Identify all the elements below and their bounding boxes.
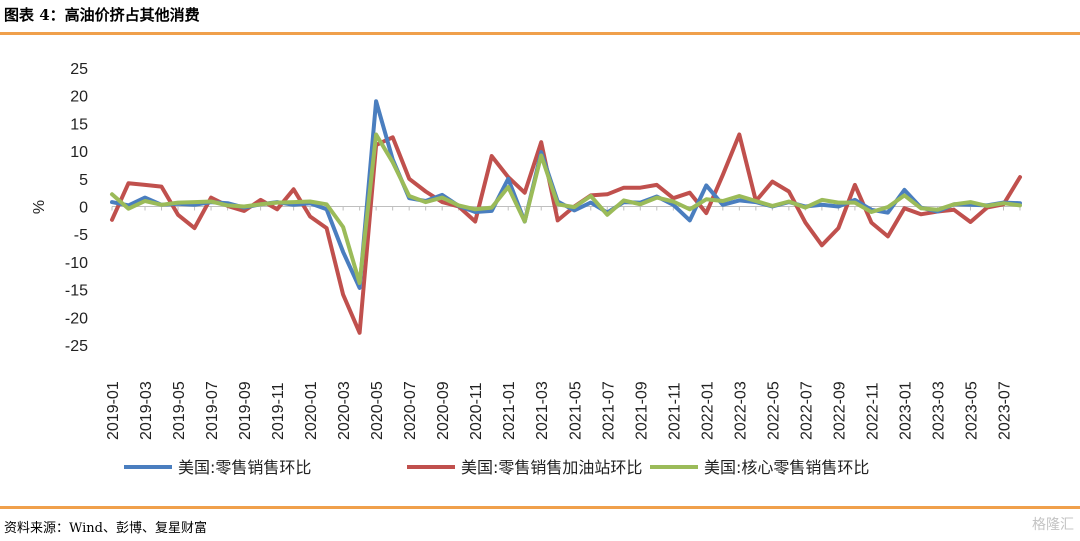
y-tick-label: 15 [70,116,88,133]
x-tick-label: 2020-01 [303,381,320,440]
x-tick-label: 2023-05 [963,381,980,440]
y-tick-label: -20 [65,310,88,327]
y-tick-label: -10 [65,255,88,272]
x-tick-label: 2019-01 [105,381,122,440]
x-tick-label: 2023-03 [930,381,947,440]
x-tick-label: 2022-11 [864,382,881,440]
figure-title: 图表 4：高油价挤占其他消费 [4,6,200,24]
x-tick-label: 2020-05 [369,381,386,440]
x-tick-label: 2019-09 [237,381,254,440]
series-line-2 [110,132,1022,285]
y-tick-label: -15 [65,283,88,300]
y-tick-label: 25 [70,61,88,78]
x-tick-label: 2021-03 [534,381,551,440]
x-tick-label: 2022-03 [732,381,749,440]
x-tick-label: 2022-05 [765,381,782,440]
y-tick-label: 10 [70,144,88,161]
x-tick-label: 2019-03 [138,381,155,440]
x-tick-label: 2023-01 [897,381,914,440]
y-tick-label: 5 [79,172,88,189]
watermark-logo: 格隆汇 [1032,517,1074,533]
x-tick-label: 2021-01 [501,381,518,440]
legend: 美国:零售销售环比 美国:零售销售加油站环比 美国:核心零售销售环比 [124,458,869,477]
x-axis-tick-labels: 2019-01 2019-03 2019-05 2019-07 2019-09 2019-… [105,381,1013,440]
top-divider [0,32,1080,35]
y-tick-label: -5 [74,227,88,244]
source-note: 资料来源：Wind、彭博、复星财富 [4,521,207,536]
x-tick-label: 2020-07 [402,381,419,440]
x-tick-label: 2019-11 [270,382,287,440]
y-tick-label: 0 [79,200,88,217]
series-line-1 [110,132,1022,335]
x-tick-label: 2019-07 [204,381,221,440]
y-tick-label: 20 [70,89,88,106]
x-tick-label: 2021-09 [633,381,650,440]
x-tick-label: 2020-09 [435,381,452,440]
series-line-0 [110,99,1022,290]
y-axis-title: % [31,200,48,214]
x-tick-label: 2021-07 [600,381,617,440]
x-tick-label: 2019-05 [171,381,188,440]
x-tick-label: 2021-11 [666,382,683,440]
x-tick-label: 2022-07 [798,381,815,440]
legend-label: 美国:核心零售销售环比 [704,458,869,477]
x-tick-label: 2023-07 [996,381,1013,440]
x-tick-label: 2020-03 [336,381,353,440]
x-tick-label: 2022-09 [831,381,848,440]
x-tick-label: 2020-11 [468,382,485,440]
legend-label: 美国:零售销售环比 [178,458,311,477]
series-lines [110,99,1022,335]
x-tick-label: 2022-01 [699,381,716,440]
y-axis-tick-labels: 25 20 15 10 5 0 -5 -10 -15 -20 -25 [65,61,88,355]
x-tick-label: 2021-05 [567,381,584,440]
bottom-divider [0,506,1080,509]
y-tick-label: -25 [65,338,88,355]
legend-label: 美国:零售销售加油站环比 [461,458,642,477]
